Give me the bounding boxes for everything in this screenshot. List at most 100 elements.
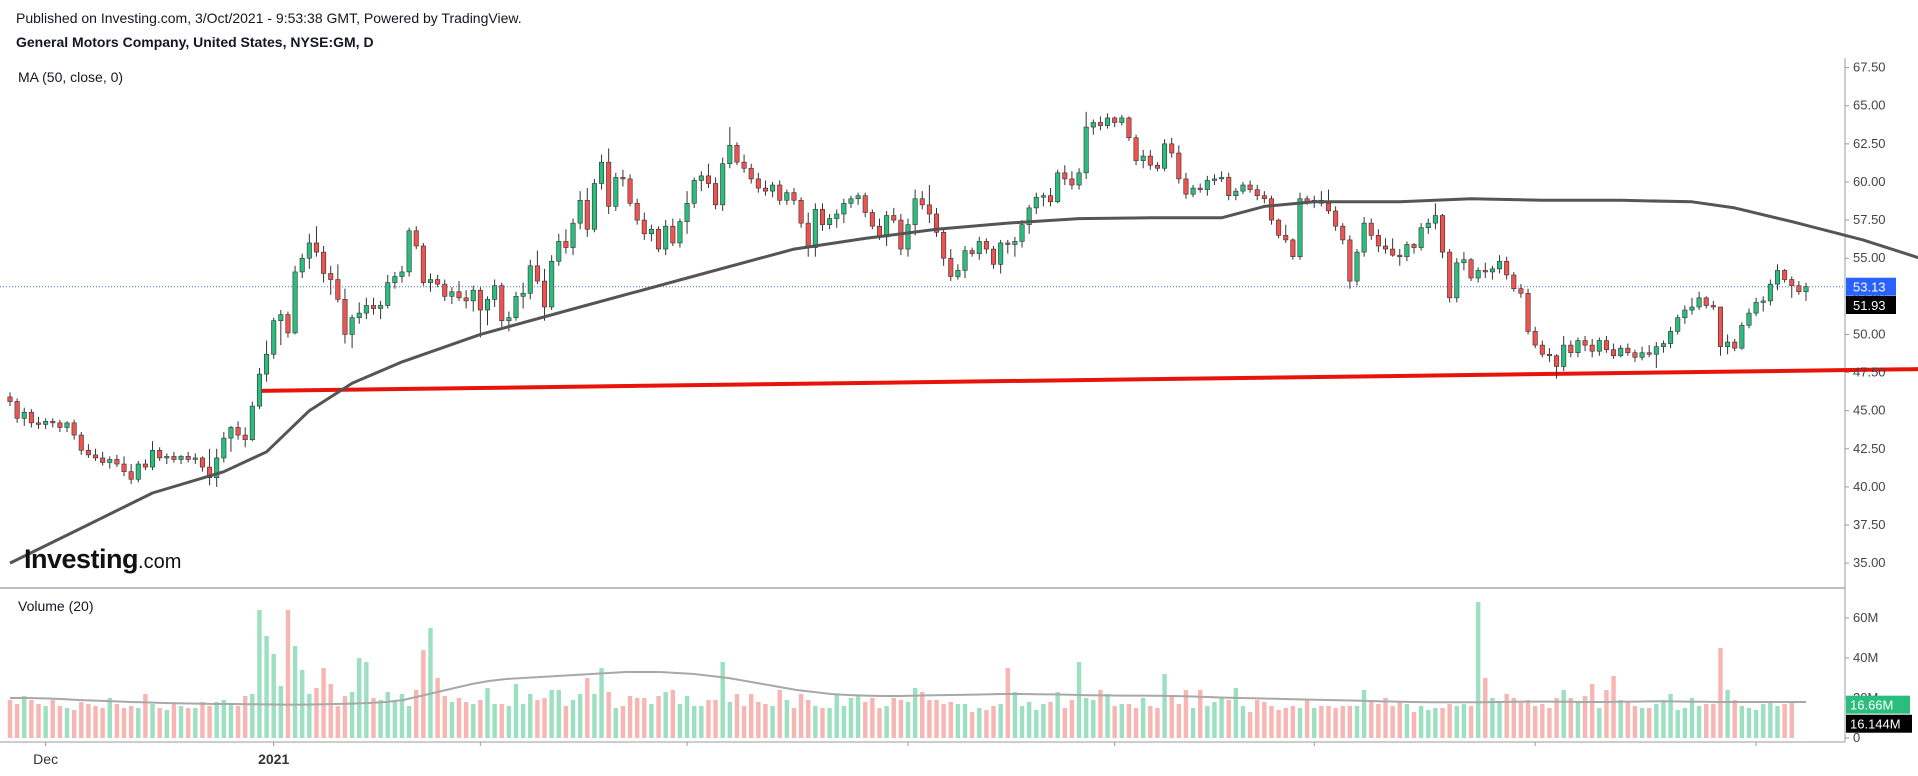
volume-bar	[114, 704, 120, 738]
candle	[1489, 265, 1495, 280]
candle	[1062, 165, 1068, 186]
candle	[100, 451, 106, 466]
candle	[1055, 169, 1061, 204]
candle	[1347, 235, 1353, 289]
candle	[1461, 252, 1467, 271]
candle	[634, 198, 640, 225]
volume-bar	[492, 704, 497, 738]
candle-body	[1097, 122, 1103, 126]
candle	[983, 238, 989, 254]
candle	[713, 177, 719, 210]
volume-bar	[1547, 708, 1552, 738]
candle	[798, 197, 804, 228]
volume-bar	[442, 696, 447, 738]
candle-body	[577, 199, 583, 224]
candle	[178, 454, 184, 465]
volume-bar	[592, 694, 597, 738]
candle-body	[1803, 286, 1809, 293]
volume-bar	[1418, 706, 1424, 738]
candle	[677, 218, 683, 248]
candle-body	[406, 230, 412, 273]
candle-body	[1696, 297, 1702, 308]
volume-bar	[577, 694, 583, 738]
candle	[848, 195, 854, 208]
volume-bar	[905, 702, 911, 738]
candle	[1040, 192, 1046, 207]
candle	[962, 246, 968, 279]
volume-bar	[691, 706, 697, 738]
candle	[1333, 206, 1339, 231]
candle-body	[606, 161, 612, 207]
volume-bar	[820, 708, 825, 738]
candle	[1382, 238, 1389, 254]
candle-body	[1197, 187, 1203, 190]
candle-body	[1703, 297, 1709, 306]
candle	[791, 188, 797, 205]
volume-bar	[1447, 704, 1452, 738]
candle-body	[627, 178, 633, 204]
ma-indicator-label[interactable]: MA (50, close, 0)	[18, 69, 124, 85]
candle	[14, 398, 20, 423]
volume-bar	[535, 700, 540, 738]
candle	[1354, 249, 1360, 286]
candle	[1596, 337, 1602, 356]
candle-body	[734, 145, 740, 163]
candle-body	[78, 434, 84, 451]
volume-bar	[1711, 704, 1716, 738]
candle-body	[285, 314, 291, 334]
candle	[884, 210, 890, 247]
volume-bar	[1497, 702, 1502, 738]
candle-body	[1297, 198, 1303, 257]
price-tick-label: 50.00	[1853, 326, 1886, 341]
candle-body	[192, 457, 198, 460]
candle	[520, 282, 526, 309]
candle	[627, 174, 633, 207]
candle-body	[1611, 349, 1617, 357]
candle-body	[520, 292, 526, 297]
published-caption: Published on Investing.com, 3/Oct/2021 -…	[16, 10, 522, 26]
volume-bar	[1062, 708, 1068, 738]
candle-body	[1660, 343, 1666, 347]
candle	[285, 311, 291, 338]
candle-body	[93, 454, 99, 459]
candle-body	[1782, 270, 1788, 280]
candle-body	[85, 450, 91, 456]
volume-bar	[242, 696, 248, 738]
candle	[1774, 264, 1781, 291]
candle	[1782, 268, 1788, 283]
candle	[271, 317, 277, 359]
volume-bar	[677, 704, 683, 738]
candle	[1675, 314, 1681, 335]
candle-body	[256, 373, 262, 407]
volume-bar	[71, 710, 77, 738]
volume-bar	[1340, 706, 1345, 738]
candle	[1083, 111, 1089, 179]
candle	[1660, 340, 1666, 353]
volume-bar	[1775, 706, 1780, 738]
candle-body	[435, 279, 441, 285]
volume-bar	[178, 706, 184, 738]
volume-bar	[1333, 708, 1338, 738]
volume-bar	[969, 712, 975, 738]
time-tick-label: 2021	[258, 751, 289, 767]
volume-bar	[478, 700, 483, 738]
candle-body	[1076, 172, 1082, 186]
volume-bar	[428, 628, 433, 738]
volume-bar	[1055, 692, 1060, 738]
candle-body	[534, 265, 540, 282]
candle	[684, 191, 690, 234]
candle-body	[912, 198, 918, 225]
volume-bar	[1575, 702, 1581, 738]
candle-body	[798, 199, 804, 224]
candle	[1447, 249, 1453, 303]
candle-body	[349, 317, 355, 335]
candle-body	[1710, 305, 1716, 308]
candle	[7, 392, 13, 407]
volume-bar	[1148, 706, 1153, 738]
candle-body	[1767, 283, 1773, 302]
candle-body	[1226, 177, 1232, 196]
volume-indicator-label[interactable]: Volume (20)	[18, 598, 94, 614]
candle	[1725, 334, 1731, 355]
volume-ma-path	[10, 671, 1806, 706]
